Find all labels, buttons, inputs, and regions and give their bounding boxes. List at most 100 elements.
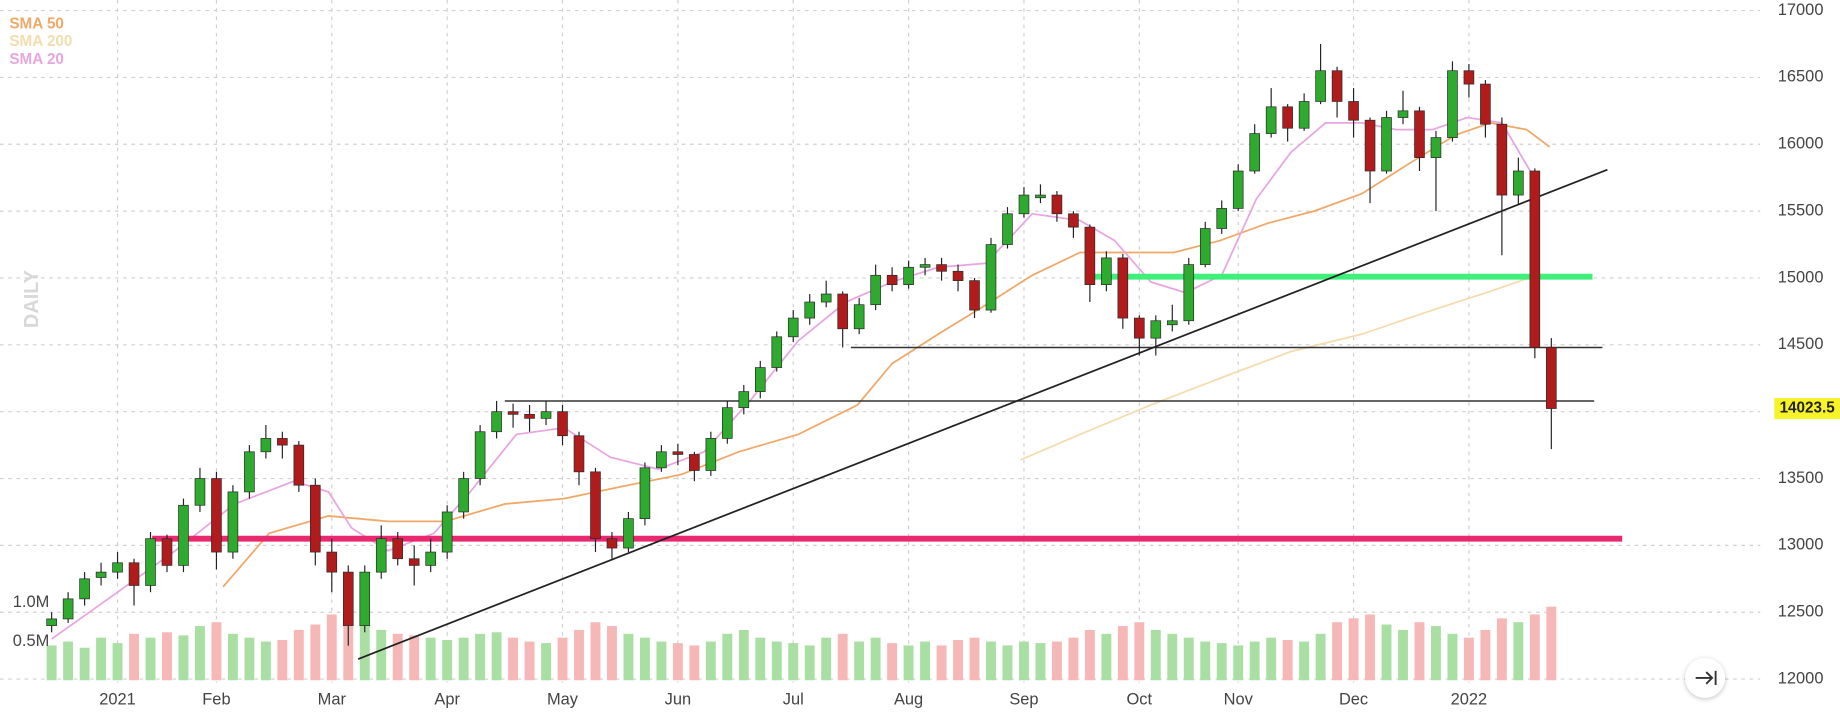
collapse-button[interactable] bbox=[1685, 657, 1725, 698]
volume-bar bbox=[1332, 622, 1343, 681]
axes: 1200012500130001350014000145001500015500… bbox=[13, 1, 1840, 709]
x-tick-label: Mar bbox=[318, 691, 347, 709]
volume-bar bbox=[672, 643, 683, 681]
candle-body bbox=[590, 471, 601, 540]
x-tick-label: Apr bbox=[434, 691, 460, 709]
candle-body bbox=[326, 551, 338, 573]
volume-bar bbox=[260, 641, 271, 681]
candle-body bbox=[606, 538, 618, 549]
volume-bar bbox=[1167, 633, 1178, 681]
candle-body bbox=[211, 478, 222, 553]
volume-bar bbox=[112, 643, 123, 681]
candle-body bbox=[1051, 194, 1063, 215]
volume-bar bbox=[1249, 641, 1260, 681]
volume-bar bbox=[1216, 643, 1227, 681]
volume-bar bbox=[804, 645, 815, 681]
candle-body bbox=[1134, 317, 1145, 339]
volume-bar bbox=[738, 629, 749, 681]
candle-body bbox=[1414, 110, 1425, 158]
candle-body bbox=[919, 264, 931, 268]
x-tick-label: Oct bbox=[1127, 691, 1153, 709]
candle-body bbox=[771, 336, 783, 368]
volume-bar bbox=[1398, 629, 1408, 681]
candle-body bbox=[1166, 320, 1178, 326]
candle-body bbox=[1364, 119, 1376, 172]
candle-body bbox=[1117, 257, 1129, 319]
volume-bar bbox=[854, 641, 865, 681]
volume-bar bbox=[953, 640, 963, 681]
y-tick-label: 15000 bbox=[1778, 268, 1824, 286]
volume-tick-label: 0.5M bbox=[13, 632, 49, 650]
volume-bar bbox=[705, 641, 716, 681]
volume-bar bbox=[755, 637, 766, 681]
volume-bar bbox=[392, 633, 403, 681]
volume-bar bbox=[1084, 629, 1095, 681]
x-tick-label: Sep bbox=[1009, 691, 1038, 709]
candle-body bbox=[1529, 170, 1541, 348]
candle-body bbox=[540, 411, 552, 419]
volume-bar bbox=[1200, 641, 1211, 681]
candle-body bbox=[293, 444, 305, 486]
candle-body bbox=[557, 411, 568, 437]
volume-bar bbox=[293, 629, 304, 681]
x-tick-label: May bbox=[547, 691, 579, 709]
candle-body bbox=[342, 571, 354, 626]
volume-bar bbox=[1183, 637, 1194, 681]
candle-body bbox=[1496, 123, 1508, 196]
volume-bar bbox=[244, 637, 255, 681]
candle-body bbox=[969, 280, 980, 311]
x-tick-label: Feb bbox=[202, 691, 230, 709]
volume-bar bbox=[1282, 640, 1293, 681]
volume-bar bbox=[920, 641, 931, 681]
legend-entry: SMA 20 bbox=[9, 51, 64, 68]
candle-body bbox=[738, 391, 750, 409]
volume-bar bbox=[79, 647, 90, 681]
volume-bar bbox=[1431, 626, 1441, 681]
candle-body bbox=[870, 274, 881, 306]
volume-bar bbox=[1299, 641, 1310, 681]
volume-bar bbox=[1513, 622, 1524, 681]
volume-bar bbox=[1068, 637, 1079, 681]
candle-body bbox=[787, 317, 799, 338]
candle-body bbox=[1199, 228, 1211, 265]
volume-bar bbox=[771, 641, 782, 681]
candles bbox=[46, 43, 1557, 646]
candle-body bbox=[672, 451, 684, 455]
volume-tick-label: 1.0M bbox=[13, 593, 49, 611]
candle-body bbox=[1183, 264, 1195, 322]
volume-bar bbox=[63, 641, 74, 681]
y-tick-label: 14500 bbox=[1778, 335, 1824, 353]
candle-body bbox=[1265, 106, 1277, 134]
y-tick-label: 17000 bbox=[1778, 1, 1824, 19]
sma-line bbox=[1020, 274, 1537, 461]
legend-entry: SMA 50 bbox=[9, 16, 64, 33]
volume-bar bbox=[1150, 629, 1161, 681]
x-tick-label: 2021 bbox=[99, 691, 136, 709]
candle-body bbox=[310, 484, 321, 553]
volume-bar bbox=[639, 637, 650, 681]
volume-bar bbox=[1348, 618, 1359, 681]
candle-body bbox=[161, 538, 173, 566]
volume-bar bbox=[178, 635, 189, 681]
volume-bar bbox=[1035, 643, 1046, 681]
last-price-label: 14023.5 bbox=[1780, 400, 1836, 417]
candle-body bbox=[804, 301, 816, 319]
volume-bar bbox=[227, 633, 238, 681]
candle-body bbox=[936, 264, 947, 272]
x-tick-label: Nov bbox=[1224, 691, 1254, 709]
candle-body bbox=[1348, 101, 1359, 121]
y-tick-label: 13500 bbox=[1778, 469, 1824, 487]
candle-body bbox=[639, 467, 651, 519]
candle-body bbox=[244, 451, 255, 493]
volume-bar bbox=[129, 633, 139, 681]
candle-body bbox=[260, 438, 272, 453]
watermark: DAILY bbox=[21, 270, 43, 328]
volume-bar bbox=[359, 619, 370, 681]
volume-bar bbox=[1117, 626, 1128, 681]
y-tick-label: 12000 bbox=[1778, 669, 1824, 687]
candle-body bbox=[1282, 106, 1293, 129]
volume-bar bbox=[623, 633, 634, 681]
volume-bar bbox=[277, 640, 288, 681]
button-icon[interactable] bbox=[1695, 670, 1717, 685]
candle-body bbox=[1463, 70, 1475, 85]
